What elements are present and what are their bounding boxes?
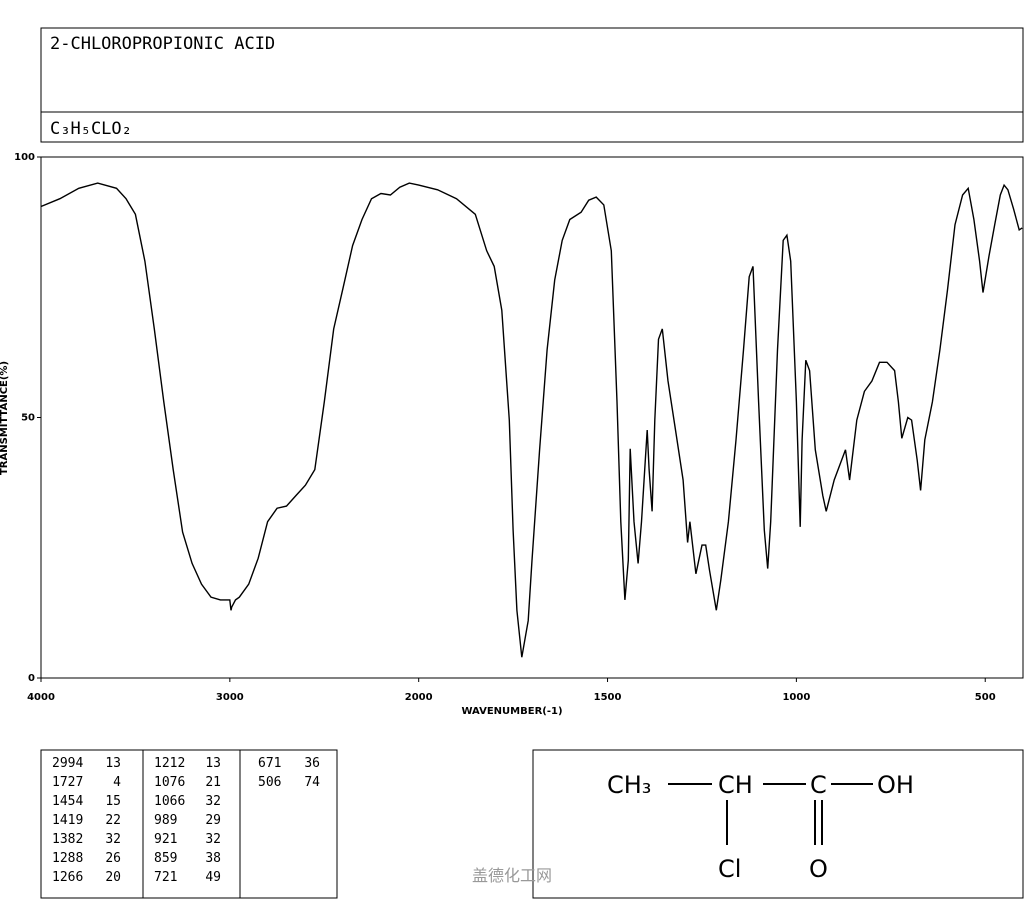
peak-transmittance: 15 <box>105 794 121 809</box>
peak-transmittance: 20 <box>105 870 121 885</box>
peak-wavenumber: 1727 <box>52 775 83 790</box>
spectrum-line <box>40 182 1023 658</box>
peak-wavenumber: 2994 <box>52 756 83 771</box>
peak-transmittance: 4 <box>113 775 121 790</box>
peak-wavenumber: 859 <box>154 851 177 866</box>
formula: C₃H₅CLO₂ <box>50 119 132 139</box>
x-axis-label: WAVENUMBER(-1) <box>461 706 562 717</box>
formula-box <box>40 111 1024 143</box>
peak-transmittance: 36 <box>304 756 320 771</box>
x-tick-label: 500 <box>975 692 996 703</box>
peak-wavenumber: 671 <box>258 756 281 771</box>
structure-box <box>532 749 1024 899</box>
x-tick-label: 3000 <box>216 692 244 703</box>
group: OH <box>877 771 914 799</box>
peak-transmittance: 22 <box>105 813 121 828</box>
peak-transmittance: 32 <box>105 832 121 847</box>
peak-wavenumber: 989 <box>154 813 177 828</box>
peak-wavenumber: 1212 <box>154 756 185 771</box>
chart-title: 2-CHLOROPROPIONIC ACID <box>50 34 275 54</box>
y-axis-label: TRANSMITTANCE(%) <box>0 361 10 475</box>
group: C <box>810 771 827 799</box>
group: CH₃ <box>607 771 651 799</box>
peak-transmittance: 21 <box>205 775 221 790</box>
x-tick-label: 1000 <box>782 692 810 703</box>
peak-wavenumber: 1066 <box>154 794 185 809</box>
peak-transmittance: 74 <box>304 775 320 790</box>
peak-transmittance: 49 <box>205 870 221 885</box>
y-tick-label: 0 <box>28 673 35 684</box>
peak-table-box <box>40 749 338 899</box>
peak-transmittance: 13 <box>205 756 221 771</box>
x-tick-label: 4000 <box>27 692 55 703</box>
y-tick-label: 100 <box>14 152 35 163</box>
peak-transmittance: 38 <box>205 851 221 866</box>
peak-wavenumber: 1382 <box>52 832 83 847</box>
peak-wavenumber: 1419 <box>52 813 83 828</box>
peak-wavenumber: 721 <box>154 870 177 885</box>
peak-transmittance: 32 <box>205 794 221 809</box>
peak-wavenumber: 506 <box>258 775 281 790</box>
x-tick-label: 1500 <box>594 692 622 703</box>
y-tick-label: 50 <box>21 413 35 424</box>
peak-transmittance: 29 <box>205 813 221 828</box>
watermark: 盖德化工网 <box>472 866 552 885</box>
peak-wavenumber: 1076 <box>154 775 185 790</box>
plot-frame <box>40 156 1024 679</box>
peak-wavenumber: 1288 <box>52 851 83 866</box>
peak-transmittance: 26 <box>105 851 121 866</box>
x-tick-label: 2000 <box>405 692 433 703</box>
peak-wavenumber: 1266 <box>52 870 83 885</box>
peak-wavenumber: 921 <box>154 832 177 847</box>
substituent: O <box>809 855 828 883</box>
peak-transmittance: 13 <box>105 756 121 771</box>
group: CH <box>718 771 753 799</box>
peak-wavenumber: 1454 <box>52 794 83 809</box>
substituent: Cl <box>718 855 741 883</box>
peak-transmittance: 32 <box>205 832 221 847</box>
